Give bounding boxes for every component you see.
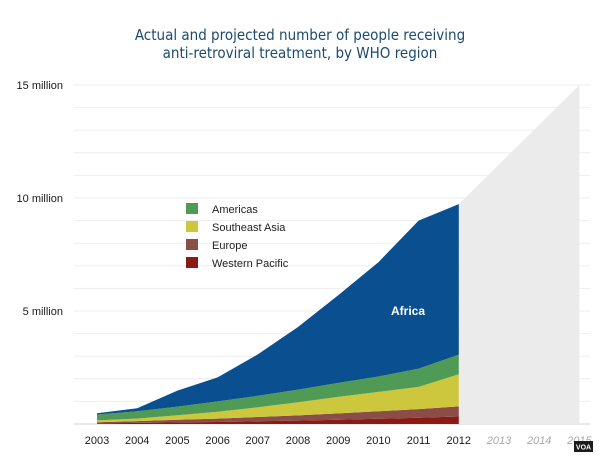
region-label-africa: Africa (391, 304, 425, 318)
projection-wedge (458, 85, 580, 424)
x-tick-label: 2011 (407, 435, 431, 447)
x-tick-label: 2008 (286, 435, 310, 447)
legend-label-europe: Europe (212, 240, 247, 252)
legend-swatch-southeast-asia (186, 221, 198, 232)
x-tick-label: 2004 (125, 435, 149, 447)
voa-logo: VOA (574, 441, 593, 452)
area-southeast-asia (97, 374, 459, 423)
area-africa (97, 204, 459, 415)
chart-title: Actual and projected number of people re… (0, 26, 600, 62)
y-tick-label: 5 million (23, 306, 63, 318)
projection-area (458, 85, 580, 424)
legend-label-southeast-asia: Southeast Asia (212, 222, 286, 234)
legend-label-americas: Americas (212, 204, 258, 216)
chart-title-line-2: anti-retroviral treatment, by WHO region (162, 44, 438, 62)
x-tick-label: 2003 (85, 435, 109, 447)
x-tick-label: 2012 (447, 435, 471, 447)
x-tick-label: 2009 (326, 435, 350, 447)
x-tick-label: 2006 (205, 435, 229, 447)
x-tick-label: 2010 (366, 435, 390, 447)
y-tick-label: 10 million (17, 193, 63, 205)
legend-swatch-europe (186, 239, 198, 250)
x-axis-ticks: 2003 2004 2005 2006 2007 2008 2009 2010 2011 2012… (85, 435, 593, 447)
series-areas (97, 204, 459, 424)
y-tick-label: 15 million (17, 80, 63, 92)
x-tick-label: 2005 (165, 435, 189, 447)
area-americas (97, 354, 459, 421)
y-axis-ticks: 15 million 10 million 5 million (17, 80, 63, 318)
legend-swatch-western-pacific (186, 257, 198, 268)
area-western-pacific (97, 416, 459, 424)
legend: Americas Southeast Asia Europe Western Paci… (186, 203, 289, 270)
legend-swatch-americas (186, 203, 198, 214)
chart-title-line-1: Actual and projected number of people re… (134, 26, 466, 44)
x-tick-label: 2007 (246, 435, 270, 447)
area-europe (97, 406, 459, 424)
x-tick-label-projected: 2014 (526, 435, 551, 447)
x-tick-label-projected: 2013 (486, 435, 512, 447)
voa-logo-text: VOA (576, 445, 591, 452)
voa-logo-box (574, 441, 593, 452)
legend-label-western-pacific: Western Pacific (212, 258, 289, 270)
